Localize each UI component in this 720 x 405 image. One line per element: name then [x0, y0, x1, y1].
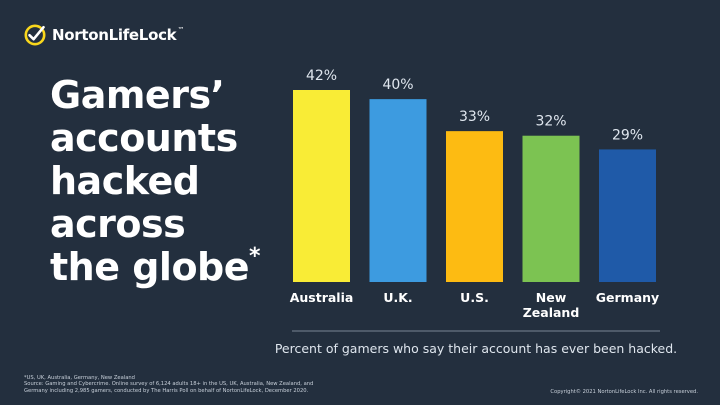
- check-circle-icon: [24, 24, 46, 46]
- footnote-line-2: Source: Gaming and Cybercrime. Online su…: [24, 381, 314, 388]
- category-label-3: New Zealand: [523, 290, 580, 320]
- category-label-0-line-0: Australia: [290, 290, 354, 305]
- category-label-2: U.S.: [460, 290, 489, 305]
- bar-3: [522, 135, 580, 282]
- logo-wordmark: NortonLifeLock™: [52, 26, 184, 44]
- headline-asterisk: *: [249, 244, 261, 269]
- category-label-2-line-0: U.S.: [460, 290, 489, 305]
- brand-logo: NortonLifeLock™: [24, 24, 184, 46]
- bar-value-label-4: 29%: [612, 127, 643, 143]
- headline-line-4: across: [50, 202, 186, 246]
- footnote-line-1: *US, UK, Australia, Germany, New Zealand: [24, 375, 135, 381]
- bar-2: [446, 131, 503, 282]
- bar-value-label-3: 32%: [535, 114, 566, 130]
- logo-trademark: ™: [177, 26, 185, 34]
- headline-line-1: Gamers’: [50, 73, 225, 117]
- bar-value-label-0: 42%: [306, 68, 337, 84]
- footnote-line-3: Germany including 2,985 gamers, conducte…: [24, 387, 309, 394]
- category-label-4-line-0: Germany: [596, 290, 659, 305]
- bar-4: [599, 149, 656, 282]
- bar-0: [293, 90, 350, 282]
- headline-line-3: hacked: [50, 159, 200, 203]
- bar-value-label-2: 33%: [459, 109, 490, 125]
- category-label-3-line-1: Zealand: [523, 305, 580, 320]
- footnote: *US, UK, Australia, Germany, New Zealand…: [24, 375, 324, 394]
- bar-value-label-1: 40%: [382, 77, 413, 93]
- category-label-3-line-0: New: [536, 290, 567, 305]
- category-label-4: Germany: [596, 290, 659, 305]
- chart-note: Percent of gamers who say their account …: [275, 341, 677, 356]
- category-label-1-line-0: U.K.: [383, 290, 412, 305]
- bar-1: [369, 99, 427, 283]
- headline-line-5: the globe*: [50, 246, 280, 289]
- bars-layer: 42% Australia 40% U.K. 33% U.S. 32% New Zealand 2…: [290, 68, 660, 320]
- category-label-0: Australia: [290, 290, 354, 305]
- headline-line-5-text: the globe: [50, 245, 250, 289]
- copyright: Copyright© 2021 NortonLifeLock Inc. All …: [550, 389, 698, 395]
- category-label-1: U.K.: [383, 290, 412, 305]
- headline: Gamers’ accounts hacked across the globe…: [50, 74, 280, 289]
- logo-text: NortonLifeLock: [52, 26, 177, 44]
- headline-line-2: accounts: [50, 116, 238, 160]
